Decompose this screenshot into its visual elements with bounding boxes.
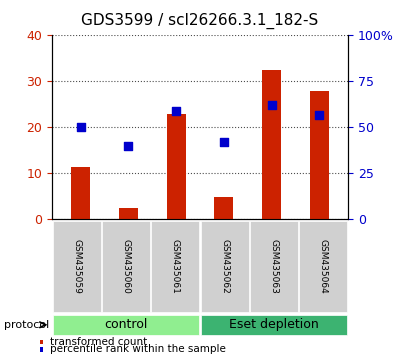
Bar [310,91,329,219]
Bar [166,114,186,219]
Text: control: control [104,318,148,331]
Bar [250,221,298,312]
Point [268,103,275,108]
Text: Eset depletion: Eset depletion [229,318,319,331]
Text: GSM435062: GSM435062 [220,239,229,294]
Bar [102,221,150,312]
Text: transformed count: transformed count [50,337,147,347]
Bar [262,70,281,219]
Bar [71,166,90,219]
Text: GSM435061: GSM435061 [171,239,180,294]
Text: GSM435059: GSM435059 [72,239,81,294]
Bar [201,315,347,335]
Text: GSM435063: GSM435063 [270,239,278,294]
Text: GSM435064: GSM435064 [319,239,328,294]
Point [221,139,227,145]
Point [78,125,84,130]
Text: percentile rank within the sample: percentile rank within the sample [50,344,226,354]
Point [125,143,132,149]
Bar [40,347,43,352]
Bar [53,315,199,335]
Bar [53,221,100,312]
Bar [300,221,347,312]
Point [316,112,322,118]
Text: protocol: protocol [4,320,49,330]
Bar [119,208,138,219]
Bar [214,198,234,219]
Bar [201,221,248,312]
Bar [40,340,43,344]
Text: GSM435060: GSM435060 [122,239,130,294]
Bar [152,221,199,312]
Text: GDS3599 / scl26266.3.1_182-S: GDS3599 / scl26266.3.1_182-S [81,12,319,29]
Point [173,108,179,114]
